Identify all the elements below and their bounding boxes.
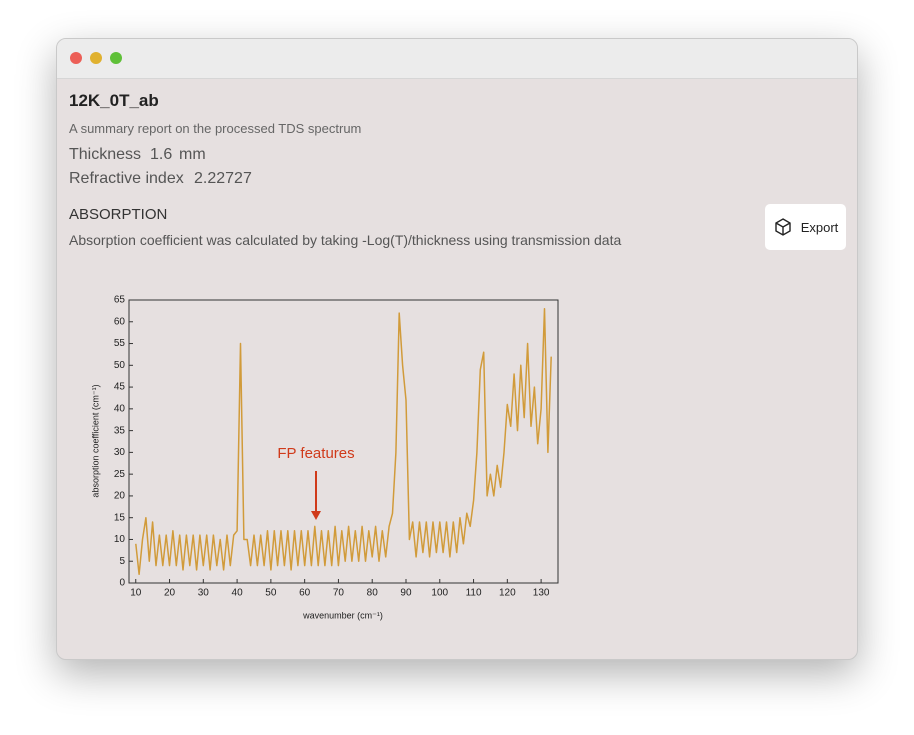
zoom-button[interactable] (110, 52, 122, 64)
close-button[interactable] (70, 52, 82, 64)
x-tick-label: 70 (333, 588, 345, 599)
x-tick-label: 10 (130, 588, 142, 599)
x-axis-label: wavenumber (cm⁻¹) (302, 610, 383, 620)
annotation: FP features (277, 445, 354, 462)
export-label: Export (800, 219, 839, 235)
title-bar (57, 39, 857, 79)
minimize-button[interactable] (90, 52, 102, 64)
x-tick-label: 110 (466, 588, 482, 599)
y-tick-label: 65 (114, 295, 126, 306)
chart: absorption coefficient (cm⁻¹) wavenumber… (90, 295, 559, 620)
y-tick-label: 30 (114, 447, 126, 458)
thickness-value: 1.6 (150, 146, 173, 163)
x-tick-label: 50 (265, 588, 277, 599)
y-tick-label: 0 (119, 578, 125, 589)
window: 12K_0T_ab A summary report on the proces… (56, 38, 858, 660)
export-icon (775, 218, 791, 236)
x-tick-label: 30 (198, 588, 210, 599)
y-tick-label: 60 (114, 316, 126, 327)
x-tick-label: 20 (164, 588, 176, 599)
subtitle: A summary report on the processed TDS sp… (69, 121, 362, 136)
refractive-label: Refractive index (69, 170, 184, 187)
plot-frame (128, 299, 559, 584)
thickness-unit: mm (179, 146, 206, 163)
y-tick-label: 20 (114, 491, 126, 502)
x-tick-label: 90 (400, 588, 412, 599)
y-tick-label: 25 (114, 469, 126, 480)
x-tick-label: 100 (431, 588, 448, 599)
section-description: Absorption coefficient was calculated by… (69, 232, 622, 248)
section-title: ABSORPTION (69, 206, 168, 223)
y-tick-label: 10 (114, 534, 126, 545)
y-tick-label: 45 (114, 382, 126, 393)
y-tick-label: 35 (114, 425, 126, 436)
y-tick-label: 15 (114, 512, 126, 523)
export-button[interactable]: Export (765, 204, 846, 250)
annotation-arrowhead (311, 511, 321, 520)
x-tick-label: 60 (299, 588, 311, 599)
report-title: 12K_0T_ab (69, 91, 159, 110)
x-tick-label: 120 (499, 588, 516, 599)
y-tick-label: 55 (114, 338, 126, 349)
x-tick-label: 130 (533, 588, 550, 599)
y-tick-label: 40 (114, 403, 126, 414)
thickness-label: Thickness (69, 146, 142, 163)
data-line (135, 307, 552, 576)
x-tick-label: 80 (367, 588, 379, 599)
x-tick-label: 40 (232, 588, 244, 599)
refractive-value: 2.22727 (194, 170, 252, 187)
y-tick-label: 50 (114, 360, 126, 371)
y-axis-label: absorption coefficient (cm⁻¹) (90, 384, 100, 497)
y-tick-label: 5 (119, 556, 125, 567)
